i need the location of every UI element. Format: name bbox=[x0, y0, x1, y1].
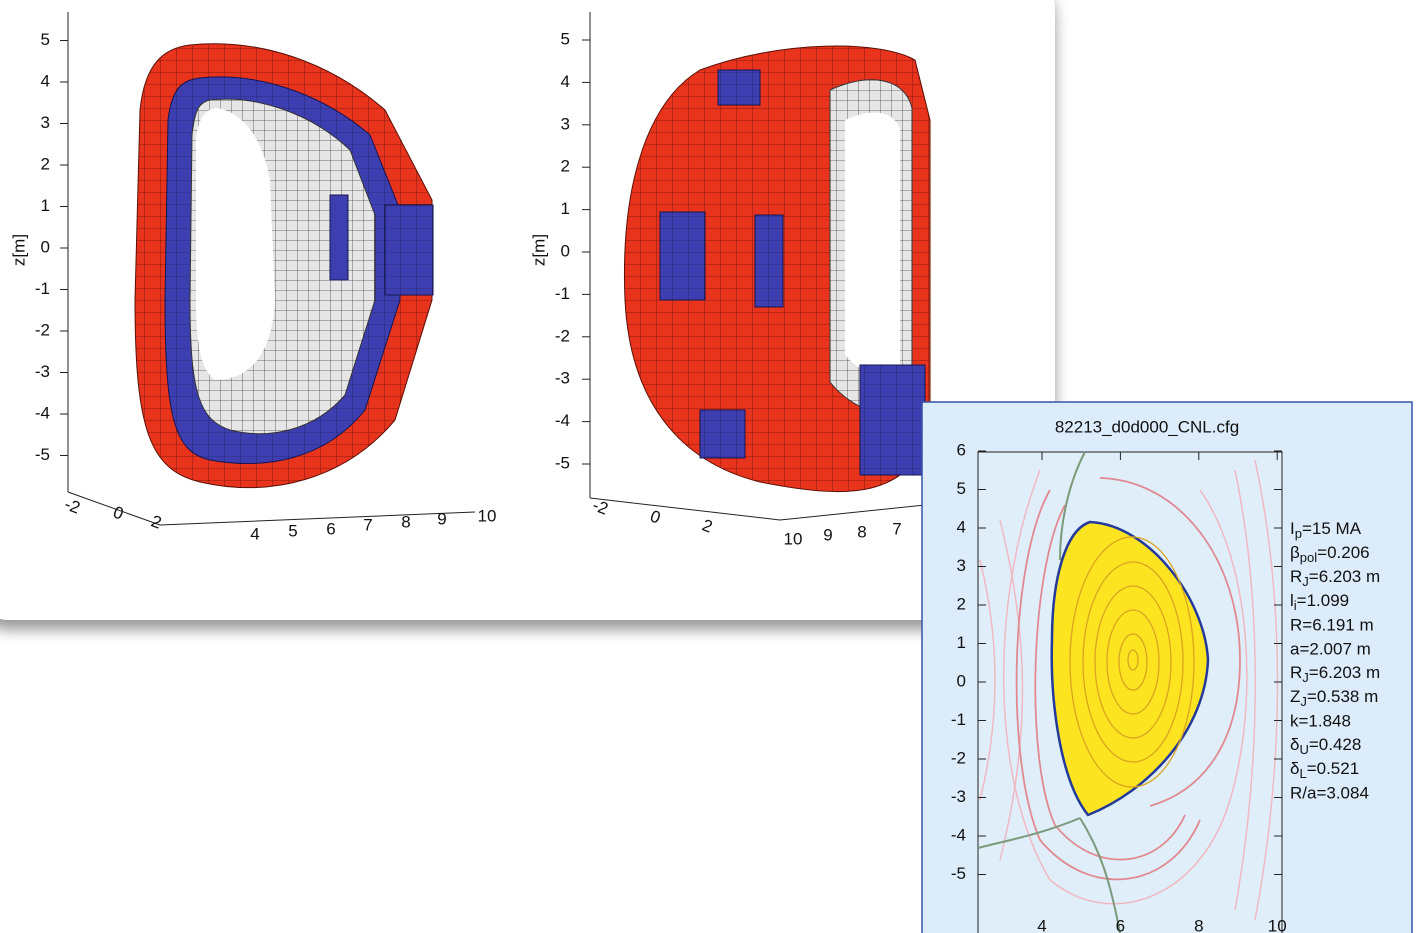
z-axis-label: z[m] bbox=[529, 234, 548, 266]
y-tick-label: -5 bbox=[951, 864, 966, 883]
parameter-subscript: L bbox=[1299, 766, 1306, 781]
parameter-symbol: R bbox=[1290, 567, 1302, 586]
z-tick-label: 2 bbox=[561, 157, 570, 176]
r-tick-label: 10 bbox=[784, 529, 803, 548]
y-tick-label: 0 bbox=[957, 671, 966, 690]
x-tick-label: 6 bbox=[1116, 916, 1125, 933]
parameter-subscript: pol bbox=[1300, 550, 1317, 565]
parameter-symbol: β bbox=[1290, 543, 1300, 562]
z-tick-label: -1 bbox=[35, 279, 50, 298]
parameter-symbol: δ bbox=[1290, 759, 1299, 778]
plot-title: 82213_d0d000_CNL.cfg bbox=[1055, 417, 1239, 436]
r-tick-label: 10 bbox=[478, 506, 497, 525]
z-tick-label: 4 bbox=[561, 72, 570, 91]
parameter: a=2.007 m bbox=[1290, 639, 1371, 658]
x-tick-label: 8 bbox=[1194, 916, 1203, 933]
parameter-symbol: R bbox=[1290, 663, 1302, 682]
y-tick-label: 4 bbox=[957, 517, 966, 536]
z-tick-label: 0 bbox=[561, 241, 570, 260]
parameter-value: =15 MA bbox=[1302, 519, 1362, 538]
equilibrium-panel: 82213_d0d000_CNL.cfg 6543210-1-2-3-4-546… bbox=[922, 402, 1412, 933]
z-tick-label: -5 bbox=[35, 445, 50, 464]
parameter-value: =1.099 bbox=[1297, 591, 1349, 610]
parameter: R/a=3.084 bbox=[1290, 783, 1369, 802]
z-tick-label: -3 bbox=[555, 369, 570, 388]
r-tick-label: 8 bbox=[401, 512, 410, 531]
parameter-value: =0.521 bbox=[1307, 759, 1359, 778]
y-tick-label: -1 bbox=[951, 710, 966, 729]
r-tick-label: 7 bbox=[363, 515, 372, 534]
z-tick-label: -1 bbox=[555, 284, 570, 303]
r-tick-label: 8 bbox=[857, 522, 866, 541]
x-tick-label: 10 bbox=[1268, 916, 1287, 933]
inner-void bbox=[845, 113, 900, 377]
parameter-value: =0.206 bbox=[1317, 543, 1369, 562]
port bbox=[330, 195, 348, 280]
port bbox=[660, 212, 705, 300]
parameter-value: =0.538 m bbox=[1307, 687, 1378, 706]
z-tick-label: -5 bbox=[555, 453, 570, 472]
figure: 82213_d0d000_CNL.cfg 6543210-1-2-3-4-546… bbox=[0, 0, 1419, 933]
z-tick-label: -4 bbox=[35, 403, 50, 422]
port bbox=[755, 215, 783, 307]
z-tick-label: 4 bbox=[41, 71, 50, 90]
x-tick-label: 4 bbox=[1037, 916, 1046, 933]
r-tick-label: 6 bbox=[326, 519, 335, 538]
parameter-value: =6.203 m bbox=[1309, 663, 1380, 682]
r-tick-label: 4 bbox=[250, 524, 259, 543]
y-tick-label: -2 bbox=[951, 748, 966, 767]
z-tick-label: 1 bbox=[41, 196, 50, 215]
z-tick-label: 0 bbox=[41, 237, 50, 256]
r-tick-label: 5 bbox=[288, 521, 297, 540]
y-tick-label: 1 bbox=[957, 633, 966, 652]
r-tick-label: 9 bbox=[823, 525, 832, 544]
z-tick-label: -4 bbox=[555, 411, 570, 430]
r-tick-label: 9 bbox=[437, 509, 446, 528]
parameter: R=6.191 m bbox=[1290, 615, 1374, 634]
port bbox=[718, 70, 760, 105]
z-tick-label: 5 bbox=[41, 30, 50, 49]
z-tick-label: 3 bbox=[41, 113, 50, 132]
blanket bbox=[860, 365, 925, 475]
parameter-symbol: δ bbox=[1290, 735, 1299, 754]
y-tick-label: 5 bbox=[957, 479, 966, 498]
parameter-subscript: p bbox=[1295, 526, 1302, 541]
z-tick-label: -2 bbox=[35, 320, 50, 339]
y-tick-label: 2 bbox=[957, 594, 966, 613]
y-tick-label: 6 bbox=[957, 440, 966, 459]
z-tick-label: 1 bbox=[561, 199, 570, 218]
y-tick-label: -4 bbox=[951, 825, 966, 844]
z-tick-label: 3 bbox=[561, 114, 570, 133]
parameter-value: =6.203 m bbox=[1309, 567, 1380, 586]
r-tick-label: 7 bbox=[892, 519, 901, 538]
y-tick-label: -3 bbox=[951, 787, 966, 806]
parameter: k=1.848 bbox=[1290, 711, 1351, 730]
z-tick-label: 2 bbox=[41, 154, 50, 173]
parameter-value: =0.428 bbox=[1309, 735, 1361, 754]
parameter: li=1.099 bbox=[1290, 591, 1349, 613]
port bbox=[700, 410, 745, 458]
z-tick-label: 5 bbox=[561, 29, 570, 48]
z-axis-label: z[m] bbox=[9, 234, 28, 266]
parameter-subscript: U bbox=[1299, 742, 1308, 757]
port bbox=[385, 205, 433, 295]
z-tick-label: -3 bbox=[35, 362, 50, 381]
parameter-symbol: Z bbox=[1290, 687, 1300, 706]
z-tick-label: -2 bbox=[555, 326, 570, 345]
y-tick-label: 3 bbox=[957, 556, 966, 575]
